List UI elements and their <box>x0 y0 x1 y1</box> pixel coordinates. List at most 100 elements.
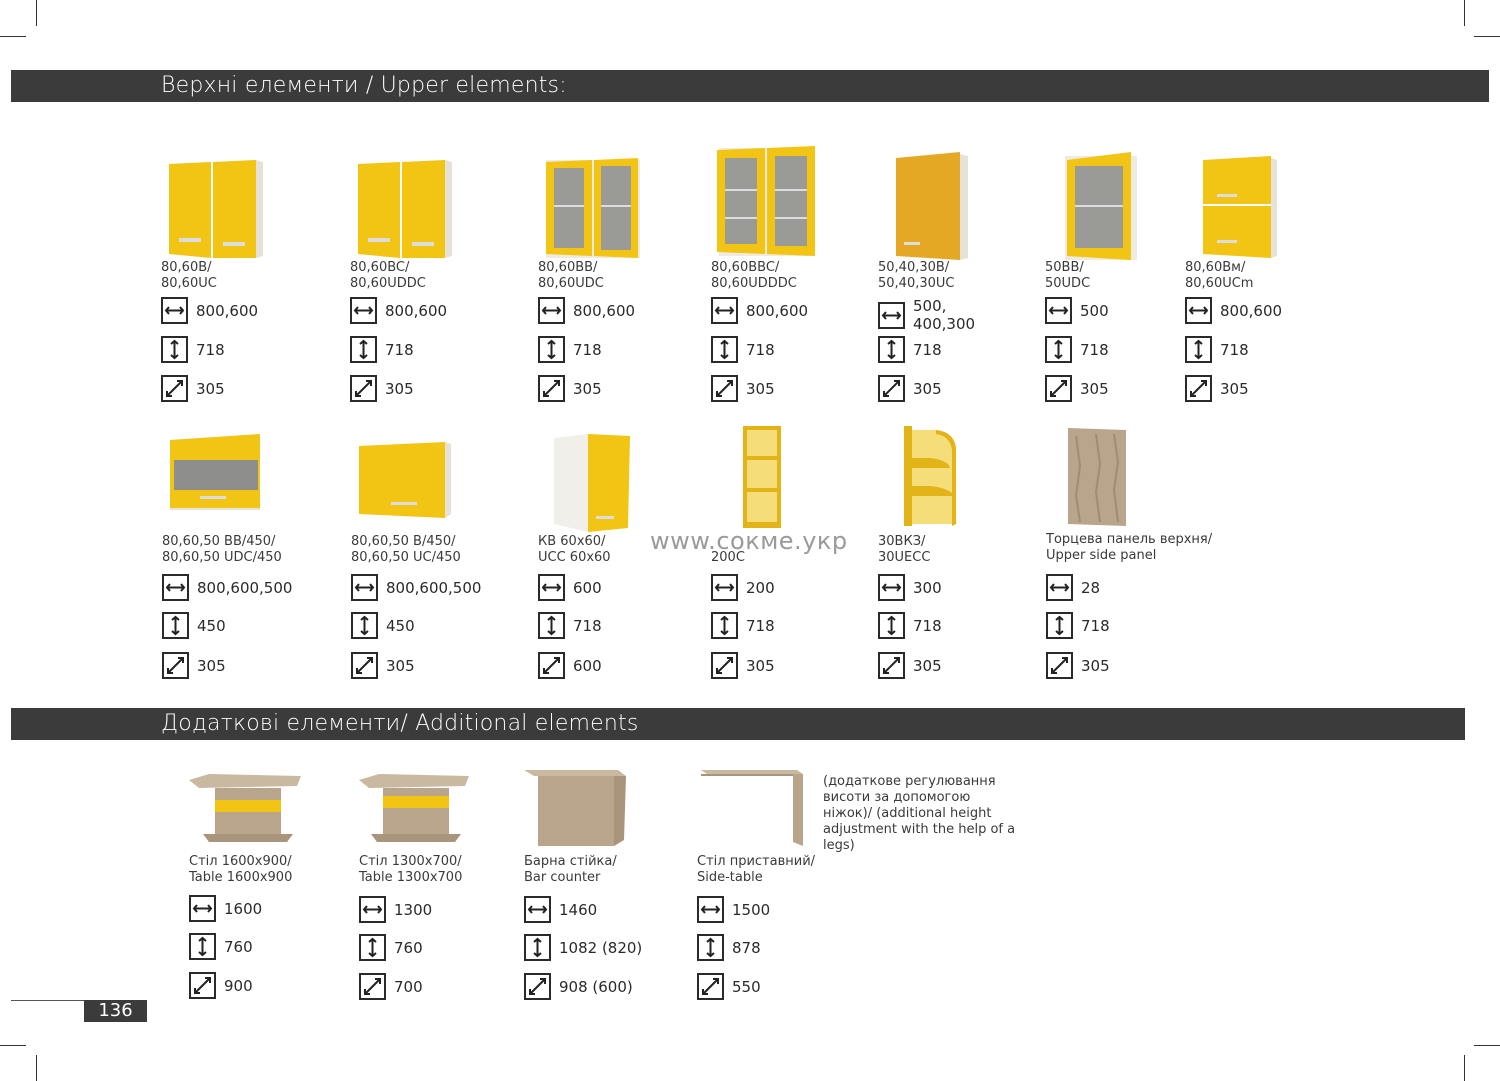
depth-arrow-icon <box>878 375 905 402</box>
depth-value: 305 <box>1220 379 1249 398</box>
cabinet-image <box>170 434 260 510</box>
depth-value: 305 <box>746 379 775 398</box>
height-value: 718 <box>746 340 775 359</box>
corner-shelf-image <box>904 426 956 526</box>
width-value: 28 <box>1081 578 1101 597</box>
width-value: 800,600 <box>746 301 809 320</box>
height-value: 718 <box>196 340 225 359</box>
product-code: 50,40,30B/50,40,30UC <box>878 260 955 291</box>
product-table-1600x900: Стіл 1600х900/Table 1600x900 1600 760 90… <box>189 770 364 1005</box>
depth-value: 305 <box>197 656 226 675</box>
height-dimension: 760 <box>359 934 423 961</box>
width-value: 500 <box>1080 301 1109 320</box>
width-dimension: 800,600 <box>538 297 635 324</box>
depth-dimension: 305 <box>351 652 415 679</box>
product-200c: 200C 200 718 305 <box>711 426 886 688</box>
width-dimension: 500, 400,300 <box>878 297 975 333</box>
cabinet-image <box>169 160 263 258</box>
height-value: 760 <box>224 937 253 956</box>
height-arrow-icon <box>711 336 738 363</box>
height-arrow-icon <box>359 934 386 961</box>
width-value: 800,600 <box>196 301 259 320</box>
width-arrow-icon <box>351 574 378 601</box>
width-dimension: 500 <box>1045 297 1109 324</box>
side-panel-image <box>1068 428 1126 526</box>
crop-mark <box>1474 1045 1500 1046</box>
depth-dimension: 305 <box>161 375 225 402</box>
product-50bb: 50BB/50UDC 500 718 305 <box>1045 150 1220 410</box>
product-code: 80,60BC/80,60UDDC <box>350 260 426 291</box>
table-image <box>189 774 301 842</box>
depth-value: 550 <box>732 977 761 996</box>
width-dimension: 300 <box>878 574 942 601</box>
height-dimension: 760 <box>189 933 253 960</box>
depth-arrow-icon <box>1045 375 1072 402</box>
width-arrow-icon <box>711 297 738 324</box>
height-arrow-icon <box>1046 612 1073 639</box>
depth-arrow-icon <box>524 973 551 1000</box>
width-dimension: 800,600 <box>161 297 258 324</box>
width-value: 800,600,500 <box>386 578 482 597</box>
depth-value: 305 <box>573 379 602 398</box>
depth-value: 900 <box>224 976 253 995</box>
product-code: 50BB/50UDC <box>1045 260 1091 291</box>
crop-mark <box>1464 1055 1465 1081</box>
depth-arrow-icon <box>538 375 565 402</box>
width-arrow-icon <box>1045 297 1072 324</box>
width-arrow-icon <box>350 297 377 324</box>
height-value: 718 <box>573 616 602 635</box>
width-value: 800,600,500 <box>197 578 293 597</box>
depth-arrow-icon <box>711 652 738 679</box>
width-arrow-icon <box>538 297 565 324</box>
width-arrow-icon <box>711 574 738 601</box>
height-dimension: 718 <box>878 336 942 363</box>
product-table-1300x700: Стіл 1300х700/Table 1300x700 1300 760 70… <box>359 770 534 1005</box>
height-dimension: 718 <box>350 336 414 363</box>
width-dimension: 1600 <box>189 895 262 922</box>
cabinet-image <box>554 434 630 532</box>
product-80-60-50-bb-450: 80,60,50 BB/450/80,60,50 UDC/450 800,600… <box>162 428 337 688</box>
depth-dimension: 305 <box>878 652 942 679</box>
bar-counter-image <box>524 770 626 846</box>
width-value: 1600 <box>224 899 263 918</box>
height-value: 718 <box>746 616 775 635</box>
cabinet-image <box>1203 156 1277 258</box>
depth-arrow-icon <box>538 652 565 679</box>
height-arrow-icon <box>697 934 724 961</box>
depth-value: 305 <box>913 656 942 675</box>
height-value: 1082 (820) <box>559 938 643 957</box>
height-arrow-icon <box>1185 336 1212 363</box>
width-arrow-icon <box>161 297 188 324</box>
depth-dimension: 305 <box>1046 652 1110 679</box>
product-80-60bbc: 80,60BBC/80,60UDDDC 800,600 718 305 <box>711 146 886 410</box>
width-value: 200 <box>746 578 775 597</box>
height-arrow-icon <box>351 612 378 639</box>
depth-arrow-icon <box>1046 652 1073 679</box>
width-dimension: 800,600 <box>711 297 808 324</box>
width-dimension: 800,600 <box>1185 297 1282 324</box>
depth-value: 305 <box>386 656 415 675</box>
width-value: 800,600 <box>573 301 636 320</box>
depth-value: 908 (600) <box>559 977 633 996</box>
width-value: 1460 <box>559 900 598 919</box>
width-dimension: 28 <box>1046 574 1100 601</box>
depth-arrow-icon <box>350 375 377 402</box>
shelf-image <box>743 426 781 528</box>
width-arrow-icon <box>1046 574 1073 601</box>
width-arrow-icon <box>162 574 189 601</box>
width-value: 1300 <box>394 900 433 919</box>
crop-mark <box>0 36 26 37</box>
upper-elements-header: Верхні елементи / Upper elements: <box>11 70 1489 102</box>
product-code: КВ 60х60/UCC 60x60 <box>538 534 611 565</box>
product-code: 80,60B/80,60UC <box>161 260 217 291</box>
height-dimension: 450 <box>351 612 415 639</box>
product-kv-60x60: КВ 60х60/UCC 60x60 600 718 600 <box>538 428 713 688</box>
cabinet-image <box>896 152 968 260</box>
depth-dimension: 600 <box>538 652 602 679</box>
width-arrow-icon <box>878 301 905 329</box>
crop-mark <box>1474 36 1500 37</box>
width-value: 600 <box>573 578 602 597</box>
depth-value: 305 <box>1080 379 1109 398</box>
width-dimension: 800,600 <box>350 297 447 324</box>
depth-dimension: 305 <box>538 375 602 402</box>
